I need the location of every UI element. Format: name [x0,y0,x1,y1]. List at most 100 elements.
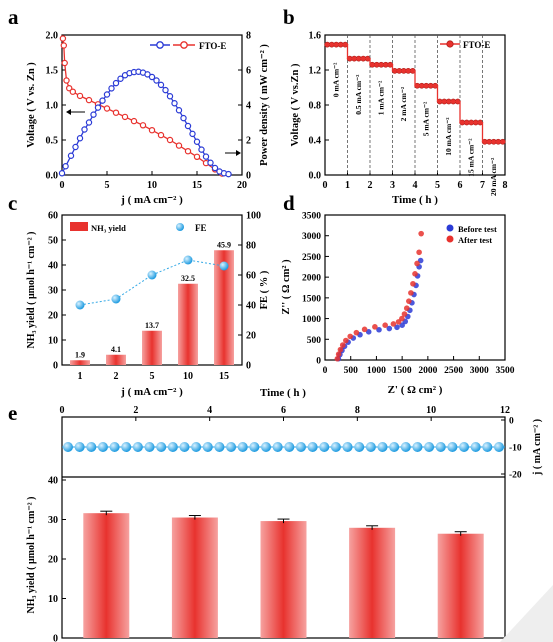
y-tick-label-a: 0.5 [46,136,59,147]
data-point-fto-e [184,147,192,155]
step-label: 15 mA cm⁻² [466,138,475,177]
legend-c-yield: NH₃ yield [91,223,126,233]
data-point-after-test [337,346,344,353]
y-tick-label-c: 0 [53,361,58,372]
current-point [74,442,85,452]
data-point-fto-e [61,59,68,67]
legend-d-after: After test [458,235,492,245]
data-point-power [90,111,97,118]
legend-a: FTO-E [150,41,226,51]
current-point [167,442,178,452]
data-point-power [184,122,192,130]
x-tick-label-a: 15 [192,180,202,191]
data-point-power [157,81,165,89]
step-label: 2 mA cm⁻² [399,86,408,121]
top-x-tick-label-e: 12 [500,405,510,416]
series-b: 0 mA cm⁻² 0.5 mA cm⁻² 1 mA cm⁻² 2 mA cm⁻² 5 … [324,35,506,196]
data-point-power [171,100,178,107]
y-tick-label-c: 50 [48,236,58,247]
current-point [156,442,167,452]
x-tick-label-d: 500 [344,366,359,376]
x-tick-label-d: 0 [323,366,328,376]
data-point-power [112,79,120,87]
bar-nh3-yield-e [260,521,307,638]
data-point-after-test [406,298,412,304]
x-tick-label-c: 2 [114,371,119,382]
current-point [132,442,143,452]
data-point-fto-e [60,42,68,49]
current-point [482,442,493,452]
current-point [342,442,353,452]
data-point-power [85,119,93,126]
x-tick-label-d: 2000 [418,366,437,376]
data-point-power [225,170,232,178]
data-point-power [211,164,219,172]
data-point-power [189,130,196,138]
y2-tick-label-a: 0 [246,171,251,182]
data-point-fto-e [76,92,84,100]
data-point-fto-e [139,122,147,129]
current-point [412,442,423,452]
series-d [334,230,424,362]
x-tick-label-a: 10 [147,180,157,191]
y2-tick-label-c: 100 [246,211,261,222]
data-point-before-test [399,322,405,329]
data-point-power [175,107,183,114]
current-point [354,442,365,452]
current-point [202,442,213,452]
data-point-after-test [353,329,360,336]
current-point [97,442,108,452]
y2-tick-label-a: 8 [246,31,251,42]
y-tick-label-c: 40 [48,261,58,272]
y-tick-label-b: 0.0 [309,171,322,182]
data-point-after-test [382,322,388,329]
current-point [459,442,470,452]
y2-tick-label-c: 60 [246,271,256,282]
bar-value-label: 13.7 [145,321,159,330]
y2-tick-label-e: -10 [509,444,522,454]
plot-frame-a [61,34,243,176]
y-tick-label-a: 2.0 [46,31,59,42]
x-tick-label-b: 7 [480,180,485,191]
bar-nh3-yield-e [171,517,218,638]
step-label: 5 mA cm⁻² [421,101,430,136]
current-point [272,442,283,452]
x-axis-label-a: j ( mA cm⁻² ) [120,194,183,206]
top-x-tick-label-e: 10 [426,405,436,416]
y-tick-label-b: 0.4 [309,136,322,147]
y2-tick-label-a: 4 [246,101,251,112]
data-point-after-test [334,355,341,362]
data-point-fto-e [69,88,77,95]
current-point [179,442,190,452]
current-point [330,442,341,452]
step-label: 0 mA cm⁻² [331,62,340,97]
fe-point [75,300,85,310]
x-tick-label-d: 3000 [470,366,489,376]
series-line-fto-e-b [325,43,505,143]
current-point [307,442,318,452]
axis-ticks-d: 0 500 1000 1500 2000 2500 3000 3500 0 500 1000 1500… [302,212,515,377]
data-point-power [72,143,79,151]
data-point-power [193,138,201,145]
bar-nh3-yield [142,330,162,365]
y-tick-label-e: 30 [48,515,58,526]
y-tick-label-a: 0.0 [46,171,59,182]
y-tick-label-d: 3000 [302,232,321,242]
data-point-power [76,135,84,142]
legend-b: FTO-E [440,40,490,50]
legend-c-fe: FE [195,223,207,233]
x-tick-label-b: 0 [323,180,328,191]
x-axis-label-d: Z' ( Ω cm² ) [388,384,443,396]
y2-tick-label-e: -20 [509,471,522,481]
panel-label-c: c [8,191,17,215]
data-point-power [103,91,111,98]
y2-tick-label-a: 6 [246,66,251,77]
y2-tick-label-c: 80 [246,241,256,252]
y-tick-label-d: 3500 [302,212,321,222]
current-point [261,442,272,452]
fe-point [183,255,193,265]
current-point [214,442,225,452]
